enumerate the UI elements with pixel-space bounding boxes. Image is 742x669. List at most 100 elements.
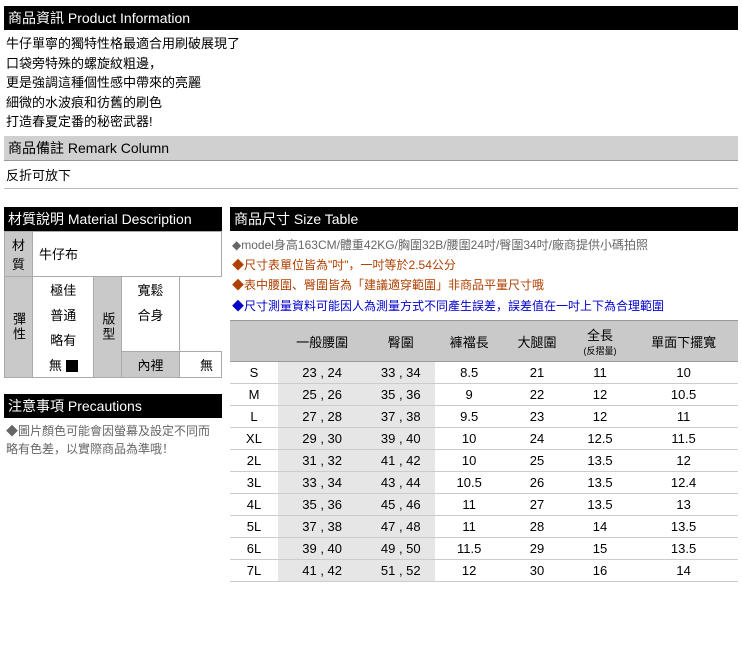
- crotch-cell: 9: [435, 384, 503, 406]
- product-description: 牛仔單寧的獨特性格最適合用刷破展現了口袋旁特殊的螺旋紋粗邊，更是強調這種個性感中…: [4, 30, 738, 136]
- size-label: 6L: [230, 538, 278, 560]
- waist-cell: 33 , 34: [278, 472, 366, 494]
- thigh-cell: 23: [503, 406, 571, 428]
- crotch-cell: 10.5: [435, 472, 503, 494]
- table-row: 7L 41 , 42 51 , 52 12 30 16 14: [230, 560, 738, 582]
- table-row: 4L 35 , 36 45 , 46 11 27 13.5 13: [230, 494, 738, 516]
- waist-cell: 39 , 40: [278, 538, 366, 560]
- size-label: L: [230, 406, 278, 428]
- remark-header: 商品備註 Remark Column: [4, 136, 738, 161]
- thigh-cell: 26: [503, 472, 571, 494]
- stretch-opt: 極佳: [33, 276, 94, 302]
- thigh-cell: 25: [503, 450, 571, 472]
- precautions-text: ◆圖片顏色可能會因螢幕及設定不同而略有色差，以實際商品為準哦！: [4, 418, 222, 462]
- crotch-cell: 10: [435, 428, 503, 450]
- desc-line: 更是強調這種個性感中帶來的亮麗: [6, 73, 736, 93]
- table-row: L 27 , 28 37 , 38 9.5 23 12 11: [230, 406, 738, 428]
- hem-cell: 11.5: [629, 428, 738, 450]
- hem-cell: 13.5: [629, 516, 738, 538]
- size-label: M: [230, 384, 278, 406]
- size-label: 4L: [230, 494, 278, 516]
- size-col-header: 一般腰圍: [278, 321, 366, 362]
- crotch-cell: 12: [435, 560, 503, 582]
- length-cell: 11: [571, 362, 629, 384]
- size-label: XL: [230, 428, 278, 450]
- length-cell: 12.5: [571, 428, 629, 450]
- lining-value: 無: [179, 352, 221, 378]
- precautions-header: 注意事項 Precautions: [4, 394, 222, 418]
- crotch-cell: 9.5: [435, 406, 503, 428]
- hem-cell: 10.5: [629, 384, 738, 406]
- stretch-opt-selected: 無: [33, 352, 94, 378]
- size-col-header: 大腿圍: [503, 321, 571, 362]
- stretch-opt: 普通: [33, 302, 94, 327]
- type-opt: 寬鬆: [122, 276, 179, 302]
- waist-cell: 37 , 38: [278, 516, 366, 538]
- material-value: 牛仔布: [33, 231, 222, 276]
- material-header: 材質說明 Material Description: [4, 207, 222, 231]
- material-label: 材質: [5, 231, 33, 276]
- waist-cell: 31 , 32: [278, 450, 366, 472]
- size-note: model身高163CM/體重42KG/胸圍32B/腰圍24吋/臀圍34吋/廠商…: [232, 235, 736, 255]
- hem-cell: 12.4: [629, 472, 738, 494]
- size-col-header: 單面下擺寬: [629, 321, 738, 362]
- hip-cell: 35 , 36: [366, 384, 435, 406]
- material-table: 材質 牛仔布 彈性 極佳 版型 寬鬆 普通 合身 略有: [4, 231, 222, 379]
- length-cell: 16: [571, 560, 629, 582]
- crotch-cell: 8.5: [435, 362, 503, 384]
- size-note: 尺寸測量資料可能因人為測量方式不同產生誤差，誤差值在一吋上下為合理範圍: [232, 296, 736, 316]
- length-cell: 13.5: [571, 450, 629, 472]
- waist-cell: 35 , 36: [278, 494, 366, 516]
- crotch-cell: 11: [435, 494, 503, 516]
- hip-cell: 47 , 48: [366, 516, 435, 538]
- desc-line: 打造春夏定番的秘密武器!: [6, 112, 736, 132]
- crotch-cell: 10: [435, 450, 503, 472]
- size-label: 7L: [230, 560, 278, 582]
- product-info-header: 商品資訊 Product Information: [4, 6, 738, 30]
- size-col-header: 褲襠長: [435, 321, 503, 362]
- thigh-cell: 22: [503, 384, 571, 406]
- waist-cell: 41 , 42: [278, 560, 366, 582]
- hip-cell: 45 , 46: [366, 494, 435, 516]
- hem-cell: 13.5: [629, 538, 738, 560]
- size-label: S: [230, 362, 278, 384]
- hem-cell: 10: [629, 362, 738, 384]
- hip-cell: 33 , 34: [366, 362, 435, 384]
- thigh-cell: 21: [503, 362, 571, 384]
- type-opt: 合身: [122, 302, 179, 327]
- hip-cell: 51 , 52: [366, 560, 435, 582]
- thigh-cell: 24: [503, 428, 571, 450]
- thigh-cell: 29: [503, 538, 571, 560]
- size-table: 一般腰圍臀圍褲襠長大腿圍全長(反摺量)單面下擺寬 S 23 , 24 33 , …: [230, 320, 738, 582]
- size-notes: model身高163CM/體重42KG/胸圍32B/腰圍24吋/臀圍34吋/廠商…: [230, 231, 738, 321]
- size-label: 2L: [230, 450, 278, 472]
- crotch-cell: 11.5: [435, 538, 503, 560]
- waist-cell: 29 , 30: [278, 428, 366, 450]
- size-table-header: 商品尺寸 Size Table: [230, 207, 738, 231]
- crotch-cell: 11: [435, 516, 503, 538]
- size-col-header: 全長(反摺量): [571, 321, 629, 362]
- length-cell: 14: [571, 516, 629, 538]
- length-cell: 12: [571, 384, 629, 406]
- length-cell: 13.5: [571, 494, 629, 516]
- table-row: 5L 37 , 38 47 , 48 11 28 14 13.5: [230, 516, 738, 538]
- table-row: S 23 , 24 33 , 34 8.5 21 11 10: [230, 362, 738, 384]
- stretch-opt: 略有: [33, 327, 94, 352]
- desc-line: 牛仔單寧的獨特性格最適合用刷破展現了: [6, 34, 736, 54]
- size-note: 表中腰圍、臀圍皆為「建議適穿範圍」非商品平量尺寸哦: [232, 275, 736, 295]
- size-note: 尺寸表單位皆為"吋"，一吋等於2.54公分: [232, 255, 736, 275]
- hip-cell: 39 , 40: [366, 428, 435, 450]
- table-row: 2L 31 , 32 41 , 42 10 25 13.5 12: [230, 450, 738, 472]
- table-row: XL 29 , 30 39 , 40 10 24 12.5 11.5: [230, 428, 738, 450]
- thigh-cell: 30: [503, 560, 571, 582]
- waist-cell: 23 , 24: [278, 362, 366, 384]
- size-label: 5L: [230, 516, 278, 538]
- hem-cell: 13: [629, 494, 738, 516]
- remark-text: 反折可放下: [4, 161, 738, 189]
- hip-cell: 41 , 42: [366, 450, 435, 472]
- hip-cell: 37 , 38: [366, 406, 435, 428]
- stretch-label: 彈性: [5, 276, 33, 378]
- lining-label: 內裡: [122, 352, 179, 378]
- table-row: 3L 33 , 34 43 , 44 10.5 26 13.5 12.4: [230, 472, 738, 494]
- waist-cell: 25 , 26: [278, 384, 366, 406]
